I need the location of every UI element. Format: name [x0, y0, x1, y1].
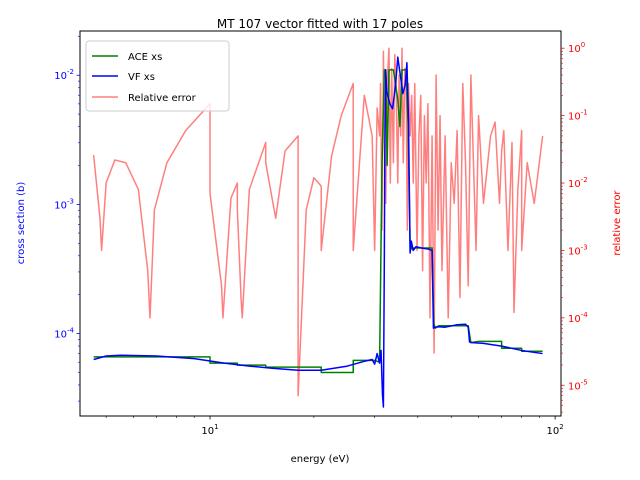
x-axis: 101 102: [105, 416, 564, 437]
y-right-tick-label: 10-1: [568, 109, 588, 123]
y-right-tick-label: 100: [568, 41, 585, 55]
x-tick-label: 101: [201, 423, 218, 437]
x-axis-label: energy (eV): [291, 454, 350, 465]
y-right-tick-label: 10-3: [568, 243, 588, 257]
y-right-tick-label: 10-4: [568, 311, 588, 325]
y-left-tick-label: 10-4: [54, 327, 74, 341]
y-axis-left: 10-4 10-3 10-2: [54, 36, 80, 402]
y-right-tick-label: 10-2: [568, 176, 588, 190]
legend-label-error: Relative error: [128, 93, 197, 104]
series-line-relative-error: [92, 47, 544, 397]
y-axis-right: 10-5 10-4 10-3 10-2 10-1 100: [561, 41, 588, 413]
y-axis-left-label: cross section (b): [16, 182, 27, 265]
legend-label-ace: ACE xs: [128, 52, 162, 63]
x-tick-label: 102: [547, 423, 564, 437]
series-line-ace-xs: [93, 69, 543, 374]
y-left-tick-label: 10-2: [54, 68, 74, 82]
axes-frame: [79, 30, 562, 417]
series-line-vf-xs: [93, 56, 543, 408]
legend-box: [85, 40, 230, 112]
y-axis-right-label: relative error: [612, 190, 623, 256]
legend-label-vf: VF xs: [128, 72, 155, 83]
chart-title: MT 107 vector fitted with 17 poles: [217, 17, 423, 31]
y-left-tick-label: 10-3: [54, 197, 74, 211]
y-right-tick-label: 10-5: [568, 378, 588, 392]
legend: ACE xs VF xs Relative error: [85, 40, 230, 112]
plot-area: [92, 47, 544, 408]
